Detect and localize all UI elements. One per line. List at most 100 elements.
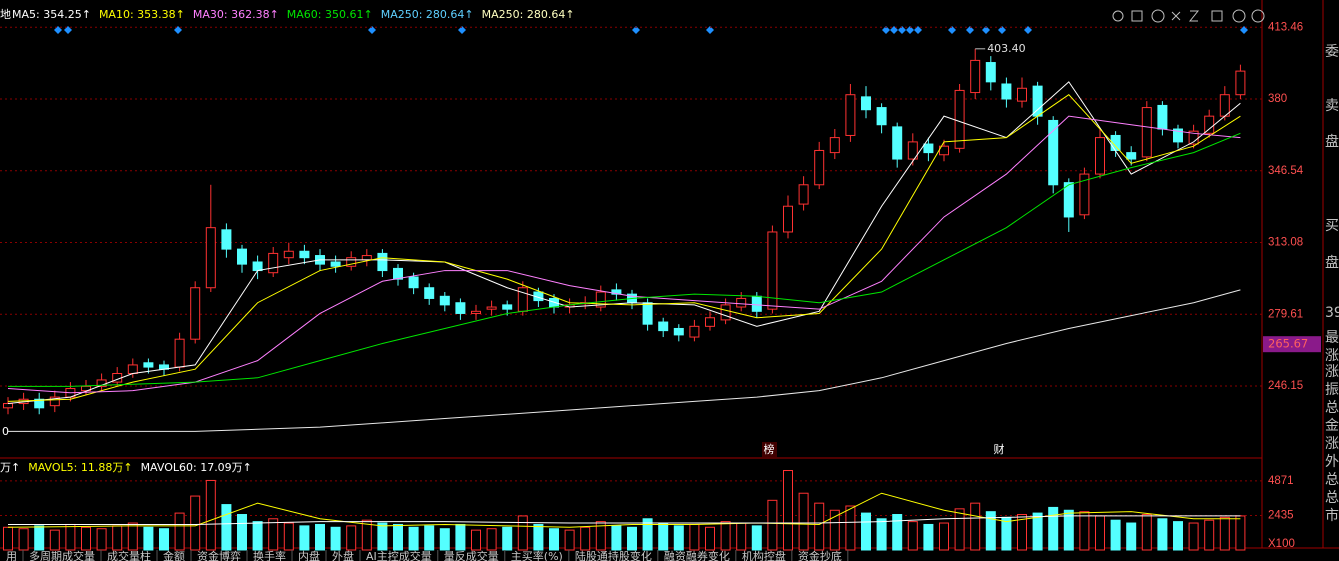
tab-label[interactable]: 陆股通持股变化 bbox=[575, 549, 652, 561]
tab-label[interactable]: 机构控盘 bbox=[742, 549, 786, 561]
volume-bar bbox=[315, 523, 325, 551]
volume-bar bbox=[611, 525, 622, 551]
candle-body bbox=[1048, 119, 1059, 186]
indicator-label: MA5: 354.25↑ bbox=[12, 8, 91, 21]
header-label: 地 bbox=[0, 8, 11, 21]
candle-body bbox=[1157, 104, 1168, 130]
current-price-box bbox=[1263, 336, 1321, 353]
toolbar bbox=[1112, 9, 1265, 23]
volume-bar bbox=[471, 529, 481, 551]
candle-body bbox=[424, 287, 435, 299]
tab-label[interactable]: 用 bbox=[6, 550, 17, 561]
signal-marker bbox=[1240, 26, 1248, 34]
tab-label[interactable]: 资金抄底 bbox=[798, 549, 842, 561]
side-label: 涨 bbox=[1325, 364, 1339, 380]
signal-marker bbox=[882, 26, 890, 34]
tool-icon[interactable] bbox=[1188, 10, 1200, 22]
volume-bar bbox=[923, 523, 934, 551]
tool-icon[interactable] bbox=[1251, 9, 1265, 23]
tab-label[interactable]: 主买率(%) bbox=[511, 549, 563, 561]
candle-body bbox=[143, 362, 154, 368]
volume-bar bbox=[517, 515, 528, 551]
volume-bar bbox=[34, 525, 45, 551]
tool-icon[interactable] bbox=[1112, 10, 1124, 22]
tab-label[interactable]: 内盘 bbox=[298, 549, 320, 561]
signal-marker bbox=[906, 26, 914, 34]
volume-bar bbox=[767, 499, 778, 551]
y-tick-label: 279.61 bbox=[1268, 308, 1303, 320]
candle-body bbox=[3, 403, 13, 409]
candle-body bbox=[455, 302, 466, 314]
candle-body bbox=[439, 295, 450, 306]
candle-body bbox=[783, 205, 793, 233]
side-label: 最 bbox=[1325, 330, 1339, 346]
candle-body bbox=[486, 306, 497, 310]
candle-body bbox=[1032, 85, 1043, 117]
candle-body bbox=[642, 302, 653, 325]
candle-body bbox=[174, 338, 185, 368]
left-label: 0 bbox=[2, 425, 9, 438]
ma-line bbox=[7, 115, 1241, 394]
tab-label[interactable]: AI主控成交量 bbox=[366, 549, 432, 561]
candle-body bbox=[954, 89, 965, 149]
signal-marker bbox=[174, 26, 182, 34]
indicator-label: MA30: 362.38↑ bbox=[193, 8, 279, 21]
candle-body bbox=[361, 255, 372, 261]
event-label[interactable]: 财 bbox=[994, 442, 1005, 456]
tab-label[interactable]: 资金博弈 bbox=[197, 549, 241, 561]
tab-label[interactable]: 外盘 bbox=[332, 549, 354, 561]
candle-body bbox=[689, 325, 700, 338]
volume-bar bbox=[502, 526, 513, 551]
volume-bar bbox=[642, 518, 653, 551]
candle-body bbox=[658, 321, 669, 332]
candle-body bbox=[814, 149, 825, 186]
volume-bar bbox=[393, 523, 403, 551]
volume-bar bbox=[876, 518, 887, 551]
volume-bar bbox=[658, 522, 669, 551]
volume-bar bbox=[1235, 515, 1246, 551]
tab-label[interactable]: 多周期成交量 bbox=[29, 549, 95, 561]
ma-line bbox=[8, 515, 1241, 525]
tab-label[interactable]: 金额 bbox=[163, 549, 185, 561]
volume-bar bbox=[861, 512, 871, 551]
y-tick-label: 413.46 bbox=[1268, 21, 1303, 33]
tool-icon[interactable] bbox=[1211, 10, 1223, 22]
volume-bar bbox=[96, 528, 107, 551]
candle-body bbox=[408, 276, 419, 289]
tool-icon[interactable] bbox=[1232, 9, 1246, 23]
signal-marker bbox=[890, 26, 898, 34]
tool-icon[interactable] bbox=[1171, 11, 1181, 21]
tab-label[interactable]: 换手率 bbox=[253, 549, 286, 561]
signal-marker bbox=[998, 26, 1006, 34]
volume-bar bbox=[159, 528, 169, 551]
candle-body bbox=[205, 227, 216, 289]
volume-bar bbox=[720, 521, 731, 551]
volume-bar bbox=[970, 502, 981, 551]
signal-marker bbox=[632, 26, 640, 34]
candle-body bbox=[829, 137, 840, 154]
volume-bar bbox=[939, 522, 949, 551]
candle-body bbox=[49, 396, 60, 407]
candle-body bbox=[861, 96, 871, 111]
volume-bar bbox=[689, 523, 700, 551]
volume-bar bbox=[627, 526, 637, 551]
volume-bar bbox=[49, 529, 60, 551]
event-label[interactable]: 榜 bbox=[764, 442, 775, 456]
side-label: 委 bbox=[1325, 44, 1339, 60]
tab-label[interactable]: 成交量柱 bbox=[107, 549, 151, 561]
volume-bar bbox=[268, 518, 279, 551]
volume-bar bbox=[143, 526, 154, 551]
side-label: 卖 bbox=[1325, 98, 1339, 114]
volume-bar bbox=[892, 514, 903, 551]
tool-icon[interactable] bbox=[1151, 9, 1165, 23]
volume-bar bbox=[346, 525, 357, 551]
tool-icon[interactable] bbox=[1131, 10, 1143, 22]
volume-bar bbox=[907, 521, 918, 551]
tab-label[interactable]: 融资融券变化 bbox=[664, 549, 730, 561]
candle-body bbox=[471, 310, 481, 314]
y-tick-label: 380 bbox=[1268, 93, 1287, 105]
volume-bar bbox=[1032, 512, 1043, 551]
tab-label[interactable]: 量反成交量 bbox=[444, 549, 499, 561]
side-label: 总 bbox=[1325, 472, 1339, 488]
